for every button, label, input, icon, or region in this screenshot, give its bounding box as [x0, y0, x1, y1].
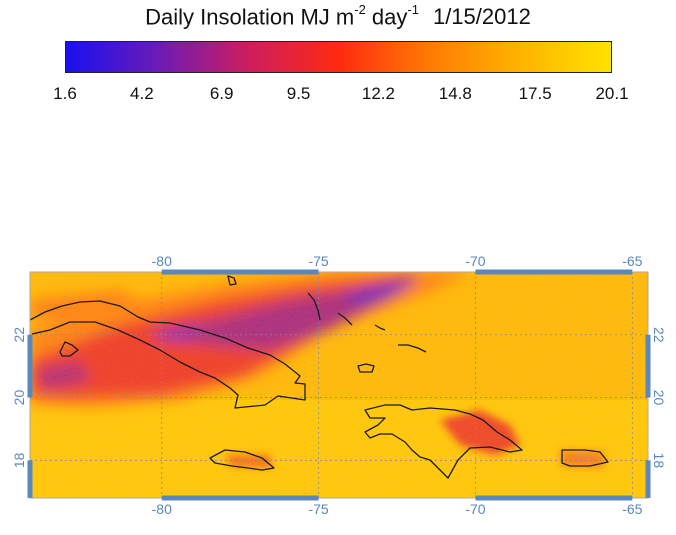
bahamas-andros	[227, 275, 237, 286]
bahamas-acklins	[357, 363, 375, 373]
lat-label-left-2: 18	[11, 452, 27, 468]
lon-label-bottom-3: -65	[622, 501, 642, 517]
lat-label-right-0: 22	[651, 327, 667, 343]
colorbar-tick-4: 12.2	[361, 84, 395, 103]
colorbar	[65, 41, 612, 73]
lat-label-left-0: 22	[11, 327, 27, 343]
colorbar-tick-6: 17.5	[518, 84, 552, 103]
lat-label-right-2: 18	[651, 453, 667, 469]
colorbar-tick-1: 4.2	[130, 84, 154, 103]
insolation-field	[30, 272, 648, 498]
lon-label-top-2: -70	[465, 253, 485, 269]
field-texture	[30, 272, 648, 498]
jamaica-coastline	[209, 449, 275, 471]
colorbar-tick-3: 9.5	[286, 84, 311, 103]
lon-label-bottom-0: -80	[152, 501, 172, 517]
lon-label-bottom-2: -70	[465, 501, 485, 517]
cuba-coastline	[30, 300, 306, 409]
title-exponent-1: -2	[354, 2, 366, 17]
map-axes: -80 -80 -75 -75 -70 -70 -65 -65 22 22 20 20 18 18	[11, 253, 667, 517]
lat-label-left-1: 20	[11, 390, 27, 406]
map-title: Daily Insolation MJ m-2 day-1 1/15/2012	[0, 2, 676, 30]
bahamas-cat-island	[337, 312, 353, 326]
bahamas-long-island	[374, 324, 386, 331]
lon-label-top-0: -80	[152, 253, 172, 269]
title-date: 1/15/2012	[432, 4, 531, 30]
lon-label-bottom-1: -75	[308, 501, 328, 517]
lon-label-top-3: -65	[622, 253, 642, 269]
coastlines	[30, 275, 609, 479]
hispaniola-coastline	[364, 404, 523, 479]
bahamas-inagua	[398, 344, 427, 353]
title-exponent-2: -1	[407, 2, 419, 17]
colorbar-tick-5: 14.8	[438, 84, 472, 103]
graticule	[30, 272, 648, 498]
puerto-rico-coastline	[561, 449, 609, 467]
title-units: Daily Insolation MJ m	[145, 4, 355, 30]
isla-de-la-juventud	[59, 341, 79, 357]
bahamas-eleuthera	[307, 292, 321, 321]
colorbar-tick-0: 1.6	[53, 84, 77, 103]
colorbar-tick-2: 6.9	[209, 84, 234, 103]
lon-label-top-1: -75	[308, 253, 328, 269]
lat-label-right-1: 20	[651, 390, 667, 406]
colorbar-tick-7: 20.1	[595, 84, 629, 103]
title-units-day: day	[365, 4, 408, 30]
